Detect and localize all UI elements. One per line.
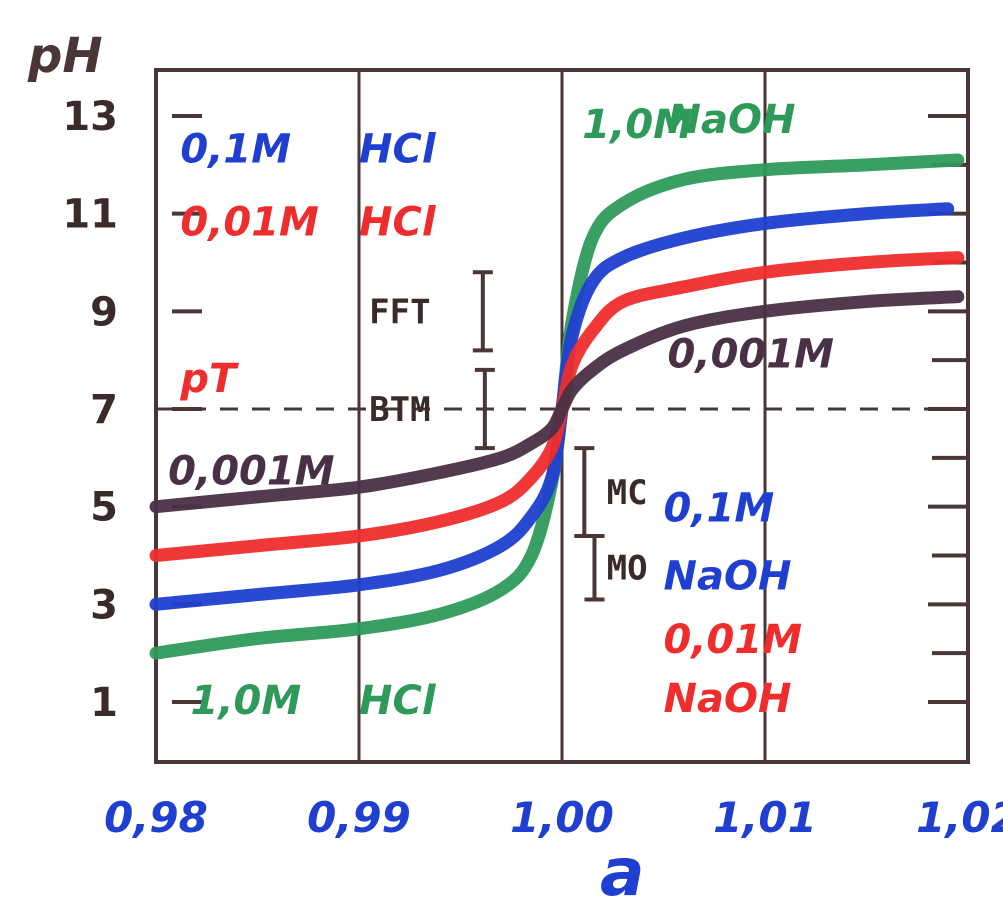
- curve-annotation: pT: [179, 356, 239, 402]
- x-tick-label: 0,99: [307, 793, 411, 842]
- x-tick-label: 1,00: [510, 793, 614, 842]
- indicator-ranges: FFT BTM MC MO: [369, 270, 648, 602]
- curve-annotation: NaOH: [664, 676, 792, 722]
- curve-annotation: 1,0M: [191, 678, 302, 724]
- x-axis-label: a: [600, 834, 645, 910]
- curve-annotation: HCl: [359, 678, 437, 724]
- titration-curves: [149, 153, 965, 660]
- x-tick-label: 1,01: [713, 793, 817, 842]
- x-tick-label: 0,98: [104, 793, 208, 842]
- y-axis-label: pH: [27, 28, 103, 84]
- y-tick-label: 11: [62, 192, 118, 238]
- series-line-dark: [149, 290, 965, 514]
- curve-annotation: 0,01M: [180, 200, 318, 246]
- curve-annotation: 0,1M: [180, 126, 291, 172]
- curve-annotation: HCl: [359, 126, 437, 172]
- y-tick-label: 9: [90, 289, 118, 335]
- curve-annotation: 1,0M: [582, 102, 693, 148]
- indicator-label: BTM: [369, 390, 430, 430]
- y-tick-label: 3: [90, 582, 118, 628]
- x-tick-labels: 0,98 0,99 1,00 1,01 1,02: [104, 793, 1003, 842]
- curve-annotation: NaOH: [664, 554, 792, 600]
- y-tick-label: 7: [90, 387, 118, 433]
- curve-annotation: 0,001M: [668, 331, 834, 377]
- curve-annotation: 0,1M: [664, 485, 775, 531]
- curve-annotation: 0,001M: [168, 449, 334, 495]
- indicator-label: FFT: [369, 292, 430, 332]
- indicator-label: MO: [607, 549, 648, 589]
- y-tick-label: 1: [90, 680, 118, 726]
- curve-annotation: HCl: [359, 200, 437, 246]
- x-tick-label: 1,02: [916, 793, 1003, 842]
- curve-annotation: NaOH: [668, 97, 796, 143]
- y-tick-label: 5: [90, 485, 118, 531]
- indicator-label: MC: [607, 473, 648, 513]
- curve-annotation: 0,01M: [664, 617, 803, 663]
- y-tick-label: 13: [62, 94, 118, 140]
